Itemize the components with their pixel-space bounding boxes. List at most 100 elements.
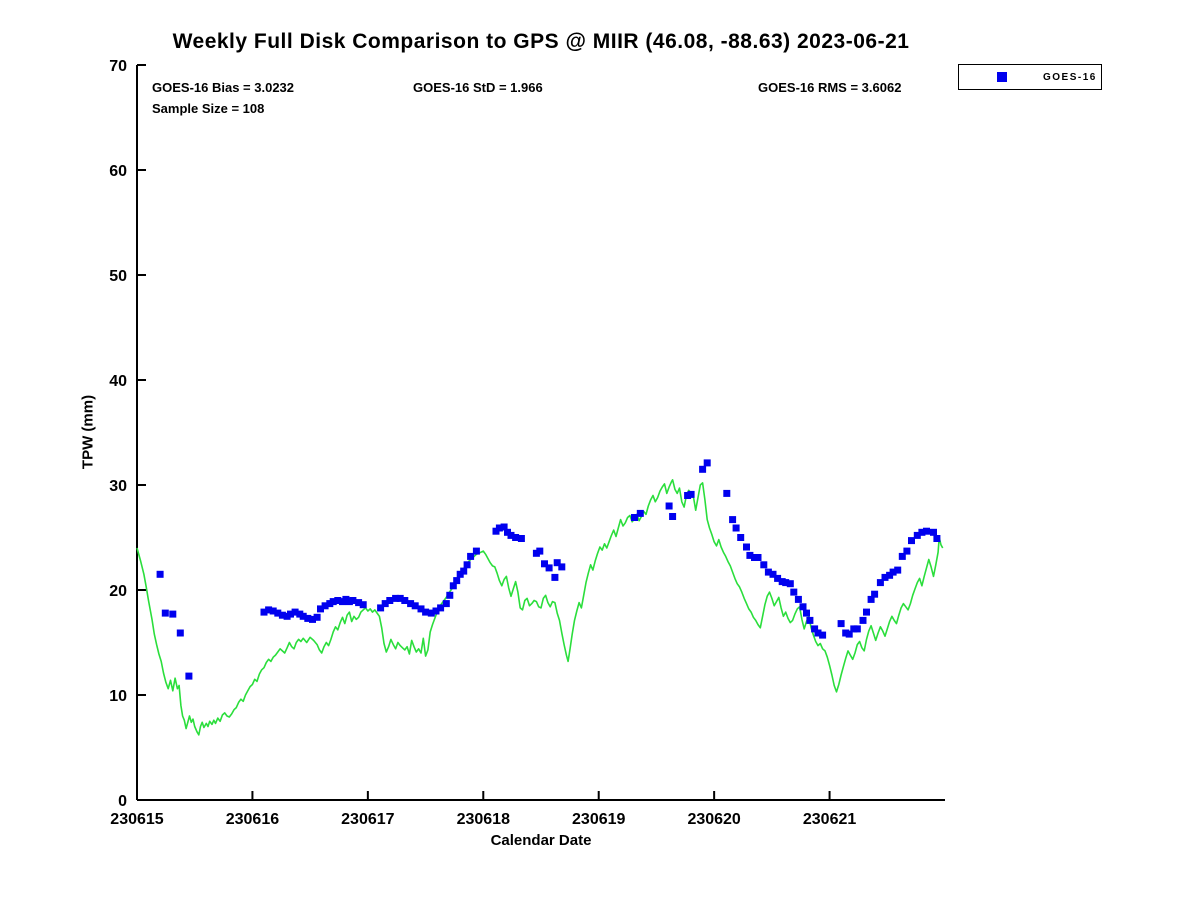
goes16-marker [933, 535, 941, 542]
goes16-marker [782, 579, 790, 587]
goes16-marker [853, 625, 861, 633]
legend-square-marker-icon [997, 72, 1007, 82]
goes16-marker [417, 605, 425, 613]
goes16-marker [169, 610, 177, 618]
goes16-marker [871, 590, 879, 598]
goes16-marker [304, 614, 312, 622]
goes16-marker [814, 629, 822, 637]
goes16-marker [703, 459, 711, 467]
stat-std: GOES-16 StD = 1.966 [413, 80, 543, 95]
x-tick-label: 230620 [687, 811, 740, 828]
chart-title: Weekly Full Disk Comparison to GPS @ MII… [172, 30, 910, 53]
y-tick-label: 10 [109, 688, 127, 705]
goes16-marker [392, 594, 400, 602]
goes16-marker [355, 599, 363, 607]
goes16-marker [507, 531, 515, 539]
goes16-marker [774, 574, 782, 582]
goes16-marker [432, 607, 440, 615]
goes16-marker [460, 567, 468, 575]
gps-line [136, 478, 944, 736]
goes16-marker [446, 591, 454, 599]
goes16-marker [764, 568, 772, 576]
goes16-marker [386, 597, 394, 604]
goes16-marker [321, 602, 329, 610]
goes16-marker [517, 535, 525, 542]
goes16-marker [427, 609, 435, 617]
goes16-marker [908, 537, 915, 545]
goes16-marker [176, 629, 184, 637]
legend-entry-label: GOES-16 [1043, 72, 1097, 83]
y-tick-label: 20 [109, 583, 127, 600]
y-axis-label: TPW (mm) [79, 394, 97, 470]
goes16-marker [299, 612, 307, 620]
goes16-marker [463, 561, 471, 569]
goes16-marker [269, 607, 277, 615]
goes16-marker [467, 552, 475, 560]
goes16-marker [453, 577, 461, 585]
goes16-marker [161, 609, 169, 617]
goes16-marker [913, 531, 921, 539]
goes16-marker [274, 609, 282, 617]
goes16-marker [754, 554, 762, 561]
goes16-marker [803, 609, 810, 617]
goes16-marker [377, 604, 385, 612]
goes16-marker [422, 608, 430, 616]
goes16-marker [558, 563, 566, 571]
goes16-marker [769, 570, 777, 578]
y-tick-label: 50 [109, 268, 127, 285]
goes16-marker [794, 595, 802, 603]
goes16-marker [396, 594, 404, 602]
goes16-marker [313, 613, 321, 621]
goes16-marker [334, 597, 342, 604]
goes16-marker [411, 602, 419, 610]
goes16-marker [746, 551, 754, 559]
goes16-marker [806, 616, 814, 624]
goes16-marker [500, 523, 508, 531]
goes16-marker [442, 600, 450, 608]
goes16-marker [472, 547, 480, 555]
goes16-marker [699, 465, 707, 473]
goes16-marker [349, 597, 357, 604]
stat-sample-size: Sample Size = 108 [152, 101, 265, 116]
y-tick-label: 60 [109, 163, 127, 180]
goes16-marker [723, 489, 731, 497]
goes16-marker [918, 528, 926, 536]
goes16-marker [551, 573, 559, 581]
goes16-marker [898, 552, 906, 560]
goes16-marker [863, 608, 870, 616]
goes16-marker [287, 610, 294, 618]
goes16-marker [859, 616, 867, 624]
y-tick-label: 0 [118, 793, 127, 810]
legend-box: GOES-16 [958, 64, 1102, 90]
goes16-marker [541, 560, 548, 568]
goes16-marker [512, 534, 520, 541]
x-tick-label: 230617 [341, 811, 394, 828]
goes16-marker [845, 630, 853, 638]
goes16-marker [687, 490, 695, 498]
goes16-marker [903, 547, 911, 555]
x-tick-label: 230618 [457, 811, 510, 828]
goes16-marker [536, 547, 544, 555]
goes16-marker [876, 579, 884, 587]
goes16-marker [811, 625, 819, 633]
goes16-marker [636, 509, 644, 517]
goes16-marker [889, 568, 897, 576]
y-tick-label: 70 [109, 58, 127, 75]
goes16-marker [923, 527, 930, 535]
stat-bias: GOES-16 Bias = 3.0232 [152, 80, 295, 95]
goes16-marker [185, 672, 193, 680]
goes16-marker [495, 524, 503, 532]
goes16-marker [381, 600, 389, 608]
goes16-marker [760, 561, 768, 569]
goes16-marker [278, 611, 286, 619]
goes16-marker [401, 597, 409, 604]
goes16-marker [729, 516, 737, 524]
goes16-marker [737, 534, 745, 541]
y-tick-label: 30 [109, 478, 127, 495]
x-tick-label: 230621 [803, 811, 856, 828]
goes16-marker [260, 608, 268, 616]
goes16-marker [291, 608, 299, 616]
goes16-marker [156, 570, 164, 578]
goes16-marker [819, 631, 827, 639]
x-tick-label: 230615 [110, 811, 163, 828]
